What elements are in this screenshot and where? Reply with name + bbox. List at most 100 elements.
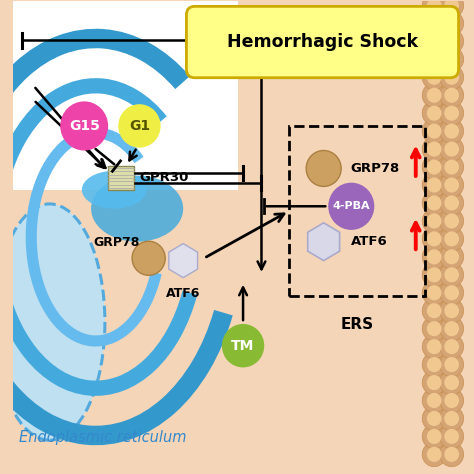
Circle shape bbox=[440, 65, 464, 90]
Text: GRP78: GRP78 bbox=[93, 237, 140, 249]
FancyBboxPatch shape bbox=[8, 0, 238, 190]
Circle shape bbox=[422, 29, 446, 54]
Circle shape bbox=[427, 0, 442, 13]
Circle shape bbox=[440, 29, 464, 54]
Circle shape bbox=[422, 47, 446, 72]
Circle shape bbox=[427, 195, 442, 210]
Circle shape bbox=[422, 155, 446, 179]
Circle shape bbox=[444, 411, 459, 426]
Circle shape bbox=[440, 0, 464, 18]
Circle shape bbox=[444, 0, 459, 13]
Circle shape bbox=[440, 352, 464, 377]
Text: GPR30: GPR30 bbox=[139, 172, 188, 184]
Circle shape bbox=[444, 34, 459, 49]
Circle shape bbox=[444, 124, 459, 139]
Circle shape bbox=[427, 52, 442, 67]
Circle shape bbox=[444, 52, 459, 67]
Circle shape bbox=[427, 159, 442, 174]
Circle shape bbox=[427, 16, 442, 31]
Circle shape bbox=[440, 245, 464, 269]
Circle shape bbox=[422, 281, 446, 305]
Text: ERS: ERS bbox=[340, 318, 374, 332]
Circle shape bbox=[444, 16, 459, 31]
Circle shape bbox=[440, 137, 464, 161]
Circle shape bbox=[444, 195, 459, 210]
Circle shape bbox=[422, 263, 446, 287]
Circle shape bbox=[427, 303, 442, 318]
Text: Hemorrhagic Shock: Hemorrhagic Shock bbox=[227, 33, 418, 51]
Circle shape bbox=[444, 393, 459, 408]
Circle shape bbox=[444, 159, 459, 174]
Ellipse shape bbox=[91, 175, 183, 242]
Text: G15: G15 bbox=[69, 119, 100, 133]
Circle shape bbox=[427, 357, 442, 372]
Circle shape bbox=[440, 424, 464, 449]
Circle shape bbox=[444, 357, 459, 372]
Circle shape bbox=[427, 447, 442, 462]
Circle shape bbox=[444, 375, 459, 390]
Text: 4-PBA: 4-PBA bbox=[332, 201, 370, 211]
Circle shape bbox=[440, 334, 464, 359]
Circle shape bbox=[440, 406, 464, 431]
Circle shape bbox=[427, 70, 442, 85]
Circle shape bbox=[427, 267, 442, 283]
Circle shape bbox=[444, 321, 459, 336]
Circle shape bbox=[427, 142, 442, 156]
Circle shape bbox=[427, 213, 442, 228]
Circle shape bbox=[444, 303, 459, 318]
Circle shape bbox=[440, 173, 464, 197]
Circle shape bbox=[422, 388, 446, 413]
Circle shape bbox=[440, 191, 464, 215]
Circle shape bbox=[422, 352, 446, 377]
Circle shape bbox=[444, 88, 459, 103]
Circle shape bbox=[427, 106, 442, 121]
Circle shape bbox=[422, 406, 446, 431]
Circle shape bbox=[440, 47, 464, 72]
Circle shape bbox=[422, 101, 446, 126]
Circle shape bbox=[440, 209, 464, 233]
Bar bbox=[108, 166, 135, 190]
Circle shape bbox=[440, 370, 464, 395]
Circle shape bbox=[422, 191, 446, 215]
Circle shape bbox=[444, 447, 459, 462]
Circle shape bbox=[440, 442, 464, 467]
Text: G1: G1 bbox=[129, 119, 150, 133]
Circle shape bbox=[60, 101, 108, 151]
Bar bbox=[289, 126, 425, 296]
Circle shape bbox=[422, 65, 446, 90]
Circle shape bbox=[440, 263, 464, 287]
Circle shape bbox=[422, 442, 446, 467]
Circle shape bbox=[440, 119, 464, 144]
Circle shape bbox=[427, 249, 442, 264]
Circle shape bbox=[427, 231, 442, 246]
Circle shape bbox=[440, 281, 464, 305]
Circle shape bbox=[427, 429, 442, 444]
FancyBboxPatch shape bbox=[186, 6, 458, 78]
Circle shape bbox=[444, 142, 459, 156]
Circle shape bbox=[422, 370, 446, 395]
Circle shape bbox=[422, 11, 446, 36]
Circle shape bbox=[422, 209, 446, 233]
Circle shape bbox=[422, 334, 446, 359]
Circle shape bbox=[427, 285, 442, 301]
Circle shape bbox=[444, 267, 459, 283]
Circle shape bbox=[422, 317, 446, 341]
Circle shape bbox=[422, 0, 446, 18]
Text: GRP78: GRP78 bbox=[350, 162, 400, 175]
Circle shape bbox=[422, 83, 446, 108]
Circle shape bbox=[422, 227, 446, 251]
Circle shape bbox=[427, 375, 442, 390]
Circle shape bbox=[440, 155, 464, 179]
Circle shape bbox=[440, 227, 464, 251]
Circle shape bbox=[440, 317, 464, 341]
Polygon shape bbox=[308, 223, 339, 261]
Circle shape bbox=[422, 245, 446, 269]
Ellipse shape bbox=[82, 171, 146, 209]
Ellipse shape bbox=[0, 204, 105, 440]
Circle shape bbox=[132, 241, 165, 275]
Circle shape bbox=[440, 388, 464, 413]
Circle shape bbox=[440, 11, 464, 36]
Circle shape bbox=[444, 213, 459, 228]
Circle shape bbox=[444, 231, 459, 246]
Circle shape bbox=[422, 424, 446, 449]
